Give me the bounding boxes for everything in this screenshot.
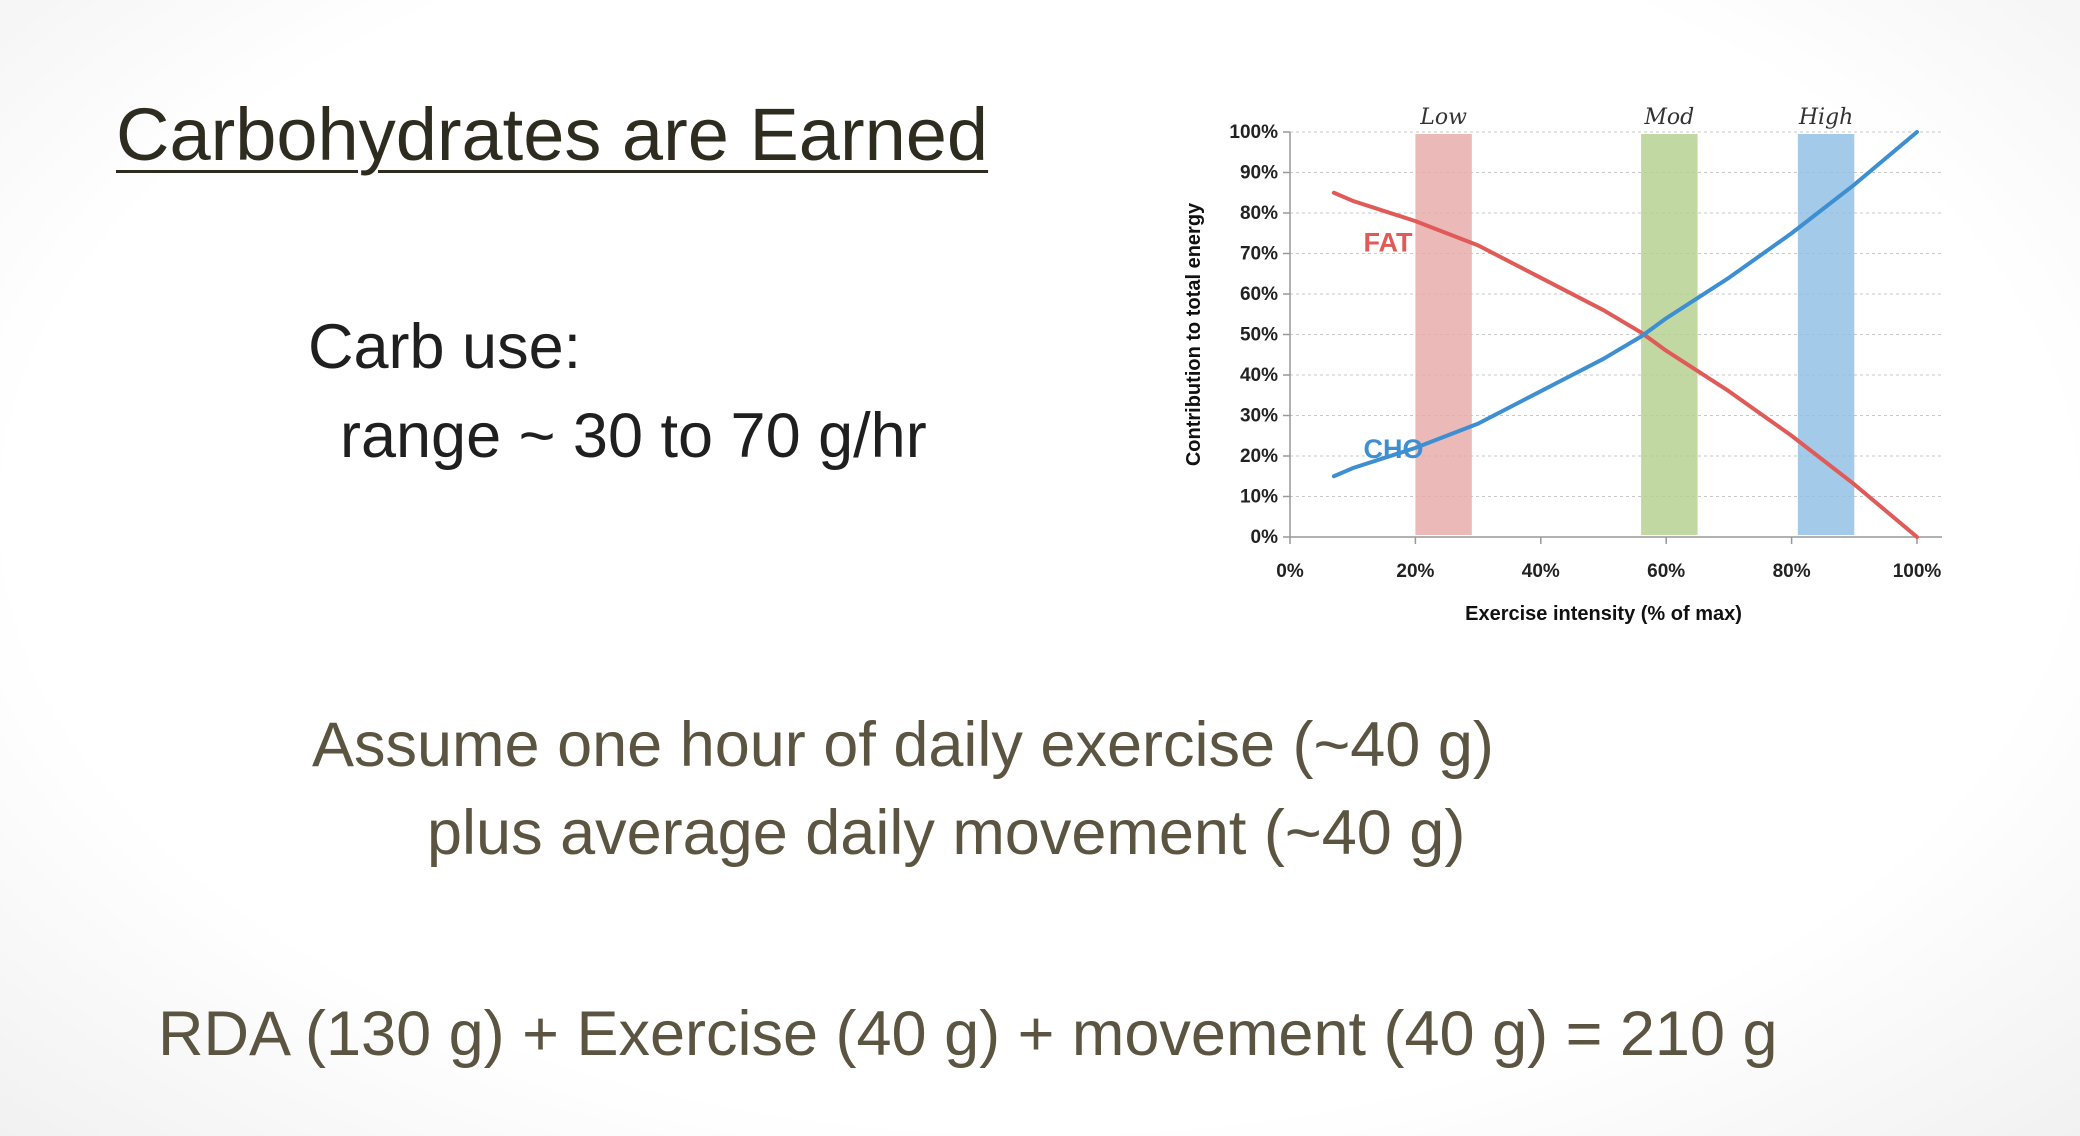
band-high (1797, 134, 1855, 535)
y-tick-label: 100% (1229, 122, 1278, 143)
x-tick-label: 60% (1647, 561, 1685, 582)
x-tick-label: 0% (1276, 561, 1304, 582)
band-label: High (1798, 105, 1853, 130)
y-tick-label: 0% (1251, 527, 1279, 548)
carb-use-label: Carb use: (308, 312, 582, 382)
y-tick-label: 40% (1240, 365, 1278, 386)
carb-range-text: range ~ 30 to 70 g/hr (340, 401, 927, 471)
carb-equation-text: RDA (130 g) + Exercise (40 g) + movement… (158, 999, 1778, 1069)
x-axis-title: Exercise intensity (% of max) (1465, 603, 1742, 625)
y-tick-label: 90% (1240, 163, 1278, 184)
band-label: Mod (1643, 105, 1694, 130)
y-tick-label: 80% (1240, 203, 1278, 224)
y-axis-title: Contribution to total energy (1183, 202, 1205, 466)
energy-contribution-chart: Low Mod High 0% 10% 20% 30% 40% 50% 60% 70% 80% 90% 1… (1183, 105, 1942, 625)
y-tick-label: 10% (1240, 487, 1278, 508)
daily-movement-text: plus average daily movement (~40 g) (427, 798, 1466, 868)
band-label: Low (1419, 105, 1467, 130)
y-tick-label: 20% (1240, 446, 1278, 467)
y-tick-label: 50% (1240, 325, 1278, 346)
band-mod (1641, 134, 1698, 535)
series-line-fat (1331, 190, 1919, 539)
slide-title: Carbohydrates are Earned (116, 93, 989, 176)
y-tick-label: 60% (1240, 284, 1278, 305)
x-tick-label: 20% (1396, 561, 1434, 582)
x-tick-label: 80% (1773, 561, 1811, 582)
y-tick-label: 70% (1240, 244, 1278, 265)
series-label-fat: FAT (1364, 227, 1413, 257)
series-label-cho: CHO (1364, 434, 1424, 464)
band-low (1415, 134, 1472, 535)
assume-exercise-text: Assume one hour of daily exercise (~40 g… (312, 710, 1494, 780)
x-tick-label: 100% (1893, 561, 1942, 582)
series-line-cho (1331, 130, 1919, 479)
y-tick-label: 30% (1240, 406, 1278, 427)
x-tick-label: 40% (1522, 561, 1560, 582)
